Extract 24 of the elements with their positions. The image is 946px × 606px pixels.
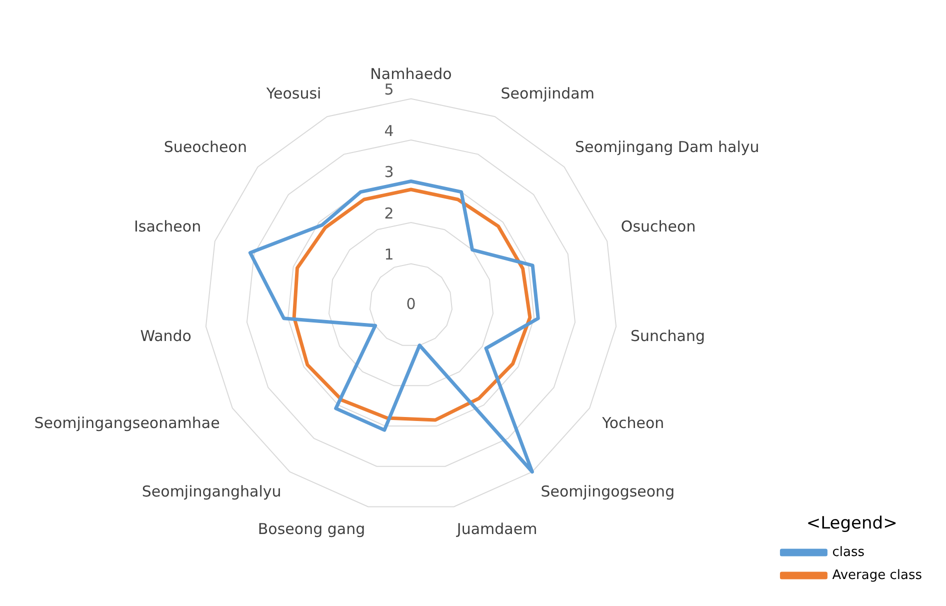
spoke-label: Sunchang [630,326,706,345]
y-tick-label: 1 [384,246,394,264]
spoke-label: Isacheon [134,218,202,236]
y-tick-label: 3 [384,163,394,182]
spoke-label: Seomjingogseong [540,482,675,500]
legend-label: class [832,544,865,560]
legend-title: <Legend> [806,514,898,534]
spoke-label: Sueocheon [164,138,247,156]
spoke-label: Boseong gang [258,520,366,538]
spoke-label: Wando [140,326,192,345]
spoke-label: Osucheon [620,218,696,236]
y-tick-label: 0 [406,294,416,313]
spoke-label: Yeosusi [265,84,322,102]
spoke-label: Seomjindam [500,84,594,102]
legend-label: Average class [832,568,922,583]
y-tick-label: 4 [384,122,394,140]
spoke-label: Seomjingangseonamhae [34,414,220,432]
spoke-label: Yocheon [601,414,664,432]
spoke-label: Namhaedo [370,65,452,84]
y-tick-label: 2 [384,204,394,222]
spoke-label: Juamdaem [456,520,538,538]
spoke-label: Seomjinganghalyu [142,482,282,500]
spoke-label: Seomjingang Dam halyu [575,138,760,156]
y-tick-label: 5 [384,80,394,99]
